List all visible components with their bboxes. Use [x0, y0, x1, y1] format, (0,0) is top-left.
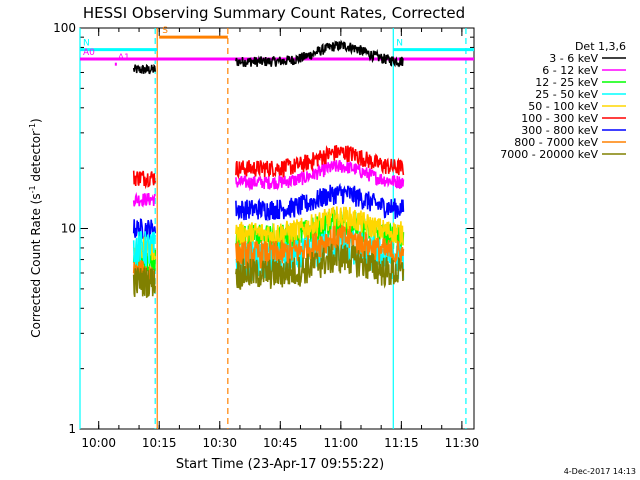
legend-label: 12 - 25 keV	[535, 76, 598, 89]
legend-item: 7000 - 20000 keV	[500, 148, 626, 161]
series-line	[235, 144, 405, 180]
footer-timestamp: 4-Dec-2017 14:13	[564, 467, 636, 476]
series-line	[235, 159, 405, 192]
flag-bar-label: S	[162, 26, 168, 36]
legend-item: 800 - 7000 keV	[514, 136, 626, 149]
series-line	[235, 39, 404, 68]
x-tick-label: 10:30	[202, 436, 237, 450]
y-tick-label: 1	[68, 422, 76, 436]
legend-item: 25 - 50 keV	[535, 88, 626, 101]
plot-area: 1 10 100 10:00 10:15 10:30 10:45 11:00 11:15 11:3…	[53, 21, 479, 450]
legend-item: 300 - 800 keV	[521, 124, 626, 137]
series-line	[132, 267, 156, 298]
x-tick-label: 11:30	[445, 436, 480, 450]
y-axis-label-sup: -1	[28, 185, 37, 193]
legend-item: 50 - 100 keV	[528, 100, 626, 113]
legend-item: 100 - 300 keV	[521, 112, 626, 125]
legend-label: 25 - 50 keV	[535, 88, 598, 101]
series-line	[235, 206, 405, 247]
x-tick-label: 10:00	[81, 436, 116, 450]
y-axis-label-close: )	[29, 118, 43, 123]
flag-bar-label: N	[83, 39, 90, 49]
y-axis-label-tail: detector	[29, 131, 43, 186]
legend-label: 6 - 12 keV	[542, 64, 598, 77]
flag-bar-label: A0	[83, 48, 95, 58]
legend-item: 6 - 12 keV	[542, 64, 626, 77]
x-tick-label: 10:45	[263, 436, 298, 450]
series-line	[235, 243, 405, 290]
legend-label: 3 - 6 keV	[549, 52, 598, 65]
x-tick-label: 11:00	[324, 436, 359, 450]
legend-label: 300 - 800 keV	[521, 124, 598, 137]
x-axis-label: Start Time (23-Apr-17 09:55:22)	[176, 457, 384, 472]
legend-label: 800 - 7000 keV	[514, 136, 598, 149]
series-line	[132, 191, 156, 208]
y-tick-label: 10	[61, 222, 76, 236]
flag-bar-label: A1	[118, 53, 130, 63]
legend-item: 3 - 6 keV	[549, 52, 626, 65]
series-line	[235, 182, 405, 222]
series-line	[132, 170, 156, 190]
series-line	[132, 63, 156, 75]
y-axis-label: Corrected Count Rate (s-1 detector-1)	[28, 118, 43, 337]
y-axis-label-text: Corrected Count Rate (s	[29, 193, 43, 337]
legend-item: 12 - 25 keV	[535, 76, 626, 89]
y-tick-label: 100	[53, 21, 76, 35]
legend-label: 7000 - 20000 keV	[500, 148, 598, 161]
y-axis-label-group: Corrected Count Rate (s-1 detector-1)	[28, 118, 43, 337]
flag-bar-label: N	[396, 39, 403, 49]
series-line	[132, 231, 156, 270]
chart-title: HESSI Observing Summary Count Rates, Cor…	[83, 4, 465, 22]
x-tick-label: 10:15	[142, 436, 177, 450]
legend-title: Det 1,3,6	[575, 40, 626, 53]
series-line	[235, 224, 405, 269]
legend-label: 100 - 300 keV	[521, 112, 598, 125]
x-tick-label: 11:15	[384, 436, 419, 450]
legend-label: 50 - 100 keV	[528, 100, 598, 113]
y-axis-label-tail-sup: -1	[28, 123, 37, 131]
